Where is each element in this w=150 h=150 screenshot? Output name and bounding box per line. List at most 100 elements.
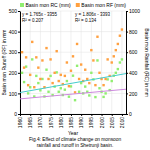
tick-label: 1995 xyxy=(88,117,94,128)
point xyxy=(45,47,47,49)
tick: 0 xyxy=(14,111,20,117)
tick-label: 800 xyxy=(129,29,138,35)
tick-mark xyxy=(18,73,20,74)
point xyxy=(49,75,51,77)
legend-label: Basin mon RF (mm) xyxy=(81,2,126,8)
grid-line-x xyxy=(40,11,41,114)
tick-mark xyxy=(122,114,123,116)
point xyxy=(76,43,78,45)
point xyxy=(21,51,23,53)
annotation: y = 1.765x - 3355R² = 0.207 xyxy=(22,12,57,23)
tick-mark xyxy=(61,114,62,116)
x-axis-title: Year xyxy=(68,130,78,136)
title: Fig.4: Effect of climate change on monso… xyxy=(29,137,122,148)
tick-mark xyxy=(81,114,82,116)
point xyxy=(23,81,25,83)
point xyxy=(64,88,66,90)
tick: 1965 xyxy=(27,114,33,128)
tick-mark xyxy=(40,114,41,116)
annotations: y = 1.765x - 3355R² = 0.207 y = 1.806x - … xyxy=(22,12,110,23)
axis-line xyxy=(126,12,127,115)
tick-mark xyxy=(126,73,128,74)
tick-label: 1980 xyxy=(58,117,64,128)
point xyxy=(94,84,96,86)
tick-label: 200 xyxy=(129,91,138,97)
tick-label: 200 xyxy=(9,70,18,76)
tick-mark xyxy=(126,32,128,33)
tick-label: 600 xyxy=(129,49,138,55)
tick-mark xyxy=(102,114,103,116)
tick: 200 xyxy=(9,70,20,76)
point xyxy=(84,85,86,87)
tick-mark xyxy=(71,114,72,116)
tick-label: 400 xyxy=(9,29,18,35)
tick-label: 1960 xyxy=(17,117,23,128)
point xyxy=(58,91,60,93)
point xyxy=(115,49,117,51)
point xyxy=(117,43,119,45)
point xyxy=(21,72,23,74)
point xyxy=(29,74,31,76)
point xyxy=(31,41,33,43)
point xyxy=(86,78,88,80)
grid-line-y xyxy=(20,52,126,53)
point xyxy=(106,58,108,60)
point xyxy=(121,28,123,30)
point xyxy=(55,50,57,52)
point xyxy=(45,69,47,71)
point xyxy=(111,80,113,82)
tick-mark xyxy=(126,11,128,12)
y-axis: 0100200300400500 xyxy=(9,8,21,117)
tick: 1995 xyxy=(88,114,94,128)
tick-label: 0 xyxy=(14,111,17,117)
point xyxy=(68,95,70,97)
tick-label: 1965 xyxy=(27,117,33,128)
point xyxy=(98,72,100,74)
grid-line-x xyxy=(81,11,82,114)
tick: 600 xyxy=(126,49,138,55)
point xyxy=(68,85,70,87)
point xyxy=(31,58,33,60)
tick: 300 xyxy=(9,49,20,55)
point xyxy=(66,61,68,63)
tick: 1000 xyxy=(126,8,140,14)
point xyxy=(72,74,74,76)
point xyxy=(64,75,66,77)
tick: 500 xyxy=(9,8,20,14)
point xyxy=(80,63,82,65)
point xyxy=(29,86,31,88)
point xyxy=(47,78,49,80)
marks xyxy=(20,28,126,101)
point xyxy=(88,82,90,84)
legend-swatch xyxy=(20,3,24,7)
point xyxy=(58,80,60,82)
tick-mark xyxy=(18,32,20,33)
annotation-line: R² = 0.207 xyxy=(22,18,44,23)
tick-mark xyxy=(18,93,20,94)
grid-line-y xyxy=(20,72,126,73)
tick-mark xyxy=(126,52,128,53)
point xyxy=(104,78,106,80)
point xyxy=(39,78,41,80)
y-axis-title: Basin mon Runoff (RF) in mm xyxy=(1,29,7,95)
point xyxy=(25,56,27,58)
annotation-line: R² = 0.134 xyxy=(75,18,97,23)
tick-label: 1975 xyxy=(48,117,54,128)
point xyxy=(49,58,51,60)
annotation-line: y = 1.806x - 3393 xyxy=(75,12,110,17)
point xyxy=(84,69,86,71)
title-line: rainfall and runoff in Shetrunji basin. xyxy=(37,143,113,148)
grid-line-x xyxy=(91,11,92,114)
point xyxy=(47,91,49,93)
tick-label: 500 xyxy=(9,8,18,14)
point xyxy=(90,72,92,74)
point xyxy=(23,66,25,68)
point xyxy=(117,68,119,70)
point xyxy=(96,59,98,61)
point xyxy=(119,61,121,63)
tick-label: 2010 xyxy=(119,117,125,128)
point xyxy=(102,84,104,86)
tick: 1970 xyxy=(37,114,43,128)
point xyxy=(72,55,74,57)
tick-label: 0 xyxy=(129,111,132,117)
